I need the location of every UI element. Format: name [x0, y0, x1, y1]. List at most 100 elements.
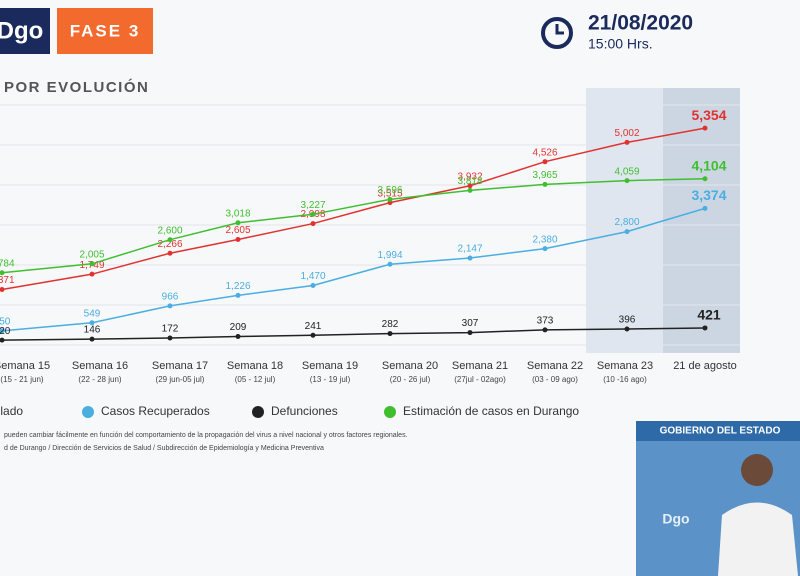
point	[235, 236, 241, 242]
value-label: 282	[382, 319, 399, 330]
x-tick-date: (05 - 12 jul)	[235, 375, 276, 384]
point	[89, 336, 95, 342]
point	[0, 337, 5, 343]
point	[167, 250, 173, 256]
x-tick-label: Semana 15	[0, 360, 50, 372]
value-label: 3,515	[377, 188, 402, 199]
x-tick-date: (27jul - 02ago)	[454, 375, 506, 384]
value-label: 3,932	[457, 171, 482, 182]
value-label: 2,266	[157, 239, 182, 250]
point	[387, 331, 393, 337]
value-label: 241	[305, 321, 322, 332]
point	[387, 196, 393, 202]
x-tick-date: (10 -16 ago)	[603, 375, 647, 384]
value-label: 3,018	[225, 208, 250, 219]
value-label: 307	[462, 318, 479, 329]
point	[89, 261, 95, 267]
value-label: 1,994	[377, 250, 402, 261]
logo: Dgo	[0, 17, 43, 44]
point	[467, 183, 473, 189]
point	[702, 125, 708, 131]
point	[467, 255, 473, 261]
inset-banner: GOBIERNO DEL ESTADO	[660, 426, 781, 437]
phase-box	[57, 8, 153, 54]
clock-hands	[555, 24, 564, 35]
series-line	[1, 327, 706, 341]
clock-icon	[541, 17, 573, 49]
value-label: 549	[84, 308, 101, 319]
point	[542, 246, 548, 252]
person-head	[741, 454, 773, 486]
x-tick-label: 21 de agosto	[673, 360, 737, 372]
date: 21/08/2020	[588, 12, 693, 35]
legend-swatch	[252, 406, 264, 418]
x-tick-date: (22 - 28 jun)	[78, 375, 121, 384]
value-label: 2,005	[79, 249, 104, 260]
value-label: 172	[162, 324, 179, 335]
x-tick-label: Semana 21	[452, 360, 508, 372]
value-label: 146	[84, 325, 101, 336]
point	[167, 335, 173, 341]
value-label: 966	[162, 292, 179, 303]
point	[624, 178, 630, 184]
point	[310, 211, 316, 217]
legend-label: Defunciones	[271, 404, 338, 418]
value-label: 1,371	[0, 275, 15, 286]
value-label: 373	[537, 316, 554, 327]
value-label: 209	[230, 322, 247, 333]
value-label: 3,818	[457, 176, 482, 187]
point	[702, 325, 708, 331]
point	[702, 176, 708, 182]
value-label: 4,526	[532, 147, 557, 158]
point	[467, 330, 473, 336]
legend: Acumulado Casos Recuperados Defunciones Est…	[0, 404, 579, 418]
point	[0, 286, 5, 292]
value-label: 2,800	[614, 217, 639, 228]
point	[310, 332, 316, 338]
value-label: 2,605	[225, 225, 250, 236]
point	[0, 270, 5, 276]
x-tick-date: (13 - 19 jul)	[310, 375, 351, 384]
value-label: 4,104	[691, 157, 726, 173]
legend-swatch	[384, 406, 396, 418]
value-label: 3,965	[532, 170, 557, 181]
series-line	[1, 207, 706, 332]
point	[542, 327, 548, 333]
plot: Semana 15 (15 - 21 jun) Semana 16 (22 - 28 …	[0, 107, 737, 384]
value-label: 3,227	[300, 200, 325, 211]
x-tick-date: (20 - 26 jul)	[390, 375, 431, 384]
point	[624, 139, 630, 145]
x-tick-label: Semana 20	[382, 360, 438, 372]
legend-label: Casos Recuperados	[101, 404, 210, 418]
legend-swatch	[82, 406, 94, 418]
value-label: 2,600	[157, 225, 182, 236]
point	[467, 187, 473, 193]
value-label: 5,354	[691, 107, 726, 123]
value-label: 2,380	[532, 234, 557, 245]
value-label: 4,059	[614, 166, 639, 177]
source: d de Durango / Dirección de Servicios de…	[4, 445, 324, 452]
point	[89, 320, 95, 326]
point	[0, 328, 5, 334]
x-tick-date: (15 - 21 jun)	[0, 375, 43, 384]
phase: FASE 3	[70, 21, 141, 40]
inset-banner-bg	[636, 421, 800, 441]
point	[89, 271, 95, 277]
x-tick-label: Semana 19	[302, 360, 358, 372]
point	[542, 159, 548, 165]
value-label: 396	[619, 315, 636, 326]
x-tick-label: Semana 22	[527, 360, 583, 372]
x-tick-label: Semana 16	[72, 360, 128, 372]
inset-logo: Dgo	[662, 511, 689, 527]
highlight-week	[586, 88, 663, 353]
logo-box	[0, 8, 50, 54]
x-tick-label: Semana 18	[227, 360, 283, 372]
value-label: 1,226	[225, 281, 250, 292]
x-tick-date: (03 - 09 ago)	[532, 375, 578, 384]
legend-label: Acumulado	[0, 404, 23, 418]
value-label: 3,596	[377, 185, 402, 196]
time: 15:00 Hrs.	[588, 36, 653, 52]
point	[167, 303, 173, 309]
